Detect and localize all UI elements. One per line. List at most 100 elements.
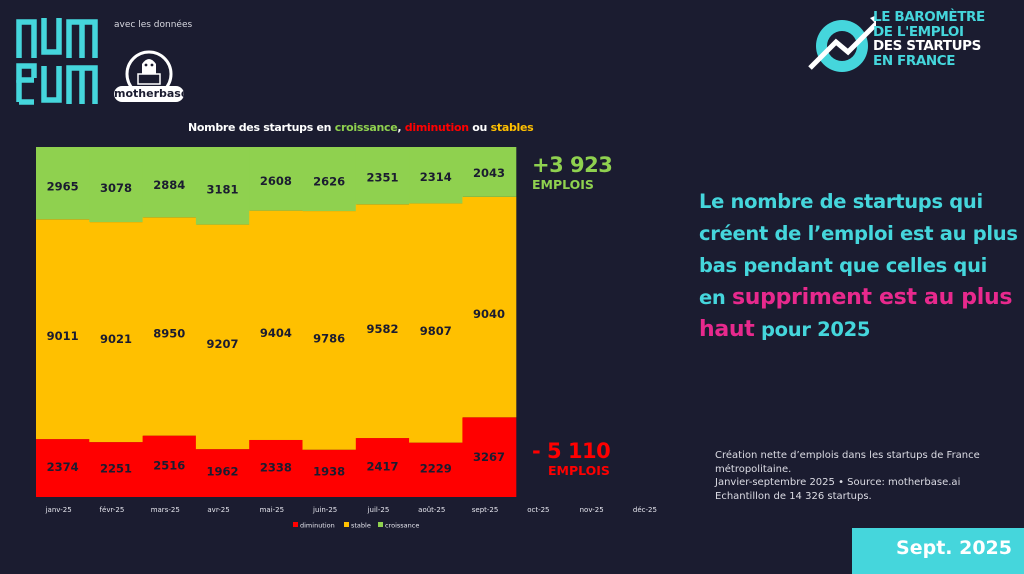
data-label-diminution: 2251 [100,461,132,475]
data-label-stable: 9582 [366,322,398,336]
legend-label-diminution: diminution [300,522,335,530]
bar-segment-stable [302,211,357,450]
motherbase-label: motherbase [114,86,189,102]
barometre-line-4: EN FRANCE [873,52,956,69]
loss-label: EMPLOIS [548,463,610,478]
title-part: , [397,121,405,134]
data-label-stable: 9011 [47,329,79,343]
legend-swatch-diminution [293,522,298,527]
gain-annotation: +3 923 EMPLOIS [532,153,613,193]
headline-highlight: suppriment est au plus haut [699,285,1013,342]
data-label-croissance: 2965 [47,179,79,193]
x-tick-label: mars-25 [151,506,180,514]
note-line: Janvier-septembre 2025 • Source: motherb… [715,477,961,488]
data-label-diminution: 1938 [313,465,345,479]
data-label-croissance: 3078 [100,181,132,195]
note-line: Création nette d’emplois dans les startu… [715,450,980,475]
title-stables: stables [490,121,534,134]
title-part: Nombre des startups en [188,121,335,134]
bar-segment-diminution [302,449,357,497]
data-label-stable: 8950 [153,326,185,340]
data-label-diminution: 2338 [260,460,292,474]
stacked-area-chart: 2374 9011 2965 2251 9021 3078 2516 8950 2884 1962… [36,147,657,530]
data-label-stable: 9786 [313,331,345,345]
bar-segment-diminution [142,435,197,497]
date-badge-label: Sept. 2025 [896,537,1012,559]
bar-segment-croissance [302,147,357,212]
x-tick-label: nov-25 [580,506,604,514]
title-croissance: croissance [334,121,398,134]
source-note: Création nette d’emplois dans les startu… [715,449,1015,503]
x-tick-label: juin-25 [312,506,337,514]
bar-segment-croissance [89,147,144,223]
bar-segment-croissance [355,147,410,205]
bar-segment-diminution [89,442,144,497]
bar-segment-croissance [142,147,197,218]
data-label-croissance: 2626 [313,174,345,188]
bar-segment-diminution [36,439,90,497]
x-tick-label: janv-25 [45,506,72,514]
title-diminution: diminution [404,121,469,134]
x-tick-label: oct-25 [527,506,549,514]
headline: Le nombre de startups qui créent de l’em… [699,186,1019,346]
bar-segment-diminution [195,449,250,497]
bar-segment-stable [36,219,90,440]
data-label-croissance: 2351 [366,170,398,184]
bar-segment-croissance [36,147,90,220]
x-tick-label: août-25 [418,506,445,514]
bar-segment-diminution [409,442,463,497]
bar-segment-croissance [409,147,463,204]
legend-swatch-croissance [378,522,383,527]
data-label-stable: 9807 [420,324,452,338]
bar-segment-diminution [355,438,410,497]
data-label-croissance: 2043 [473,166,505,180]
data-label-diminution: 2417 [366,459,398,473]
data-label-diminution: 2374 [47,460,79,474]
bar-segment-diminution [462,417,517,497]
loss-value: - 5 110 [532,439,611,463]
numeum-logo [16,18,98,105]
bar-segment-stable [462,196,517,418]
x-tick-label: avr-25 [207,506,229,514]
legend-label-croissance: croissance [385,522,419,530]
trend-arrow-icon [808,15,876,72]
robot-icon [125,50,173,98]
data-label-stable: 9021 [100,332,132,346]
bar-segment-croissance [195,147,250,225]
barometre-line-2: DE L'EMPLOI [873,23,964,40]
data-label-diminution: 1962 [207,464,239,478]
barometre-title: LE BAROMÈTRE DE L'EMPLOI DES STARTUPS EN… [873,10,985,68]
bar-segment-stable [142,217,197,436]
barometre-line-3: DES STARTUPS [873,38,981,54]
x-tick-label: déc-25 [633,506,657,514]
bar-segment-stable [195,224,250,450]
date-badge: Sept. 2025 [852,528,1024,574]
motherbase-logo: motherbase [114,48,189,106]
gain-label: EMPLOIS [532,177,594,192]
gain-value: +3 923 [532,153,613,177]
headline-part1: Le nombre de startups qui créent de l’em… [699,190,1018,309]
data-label-stable: 9040 [473,307,505,321]
data-label-diminution: 2516 [153,458,185,472]
bar-segment-croissance [462,147,517,197]
chart-title: Nombre des startups en croissance, dimin… [188,121,534,134]
data-label-diminution: 2229 [420,462,452,476]
legend-label-stable: stable [351,522,371,530]
with-data-text: avec les données [114,20,193,30]
bar-segment-stable [249,210,304,440]
data-label-croissance: 2884 [153,178,185,192]
x-tick-label: sept-25 [472,506,499,514]
data-label-croissance: 2314 [420,170,452,184]
note-line: Echantillon de 14 326 startups. [715,490,872,502]
bar-segment-diminution [249,439,304,497]
x-tick-label: mai-25 [260,506,285,514]
data-label-diminution: 3267 [473,450,505,464]
legend-swatch-stable [344,522,349,527]
bar-segment-stable [355,204,410,439]
data-label-croissance: 2608 [260,174,292,188]
headline-part2: pour 2025 [754,318,871,341]
data-label-croissance: 3181 [207,183,239,197]
bar-segment-stable [409,203,463,443]
barometre-line-1: LE BAROMÈTRE [873,9,985,25]
loss-annotation: - 5 110 EMPLOIS [532,439,611,479]
